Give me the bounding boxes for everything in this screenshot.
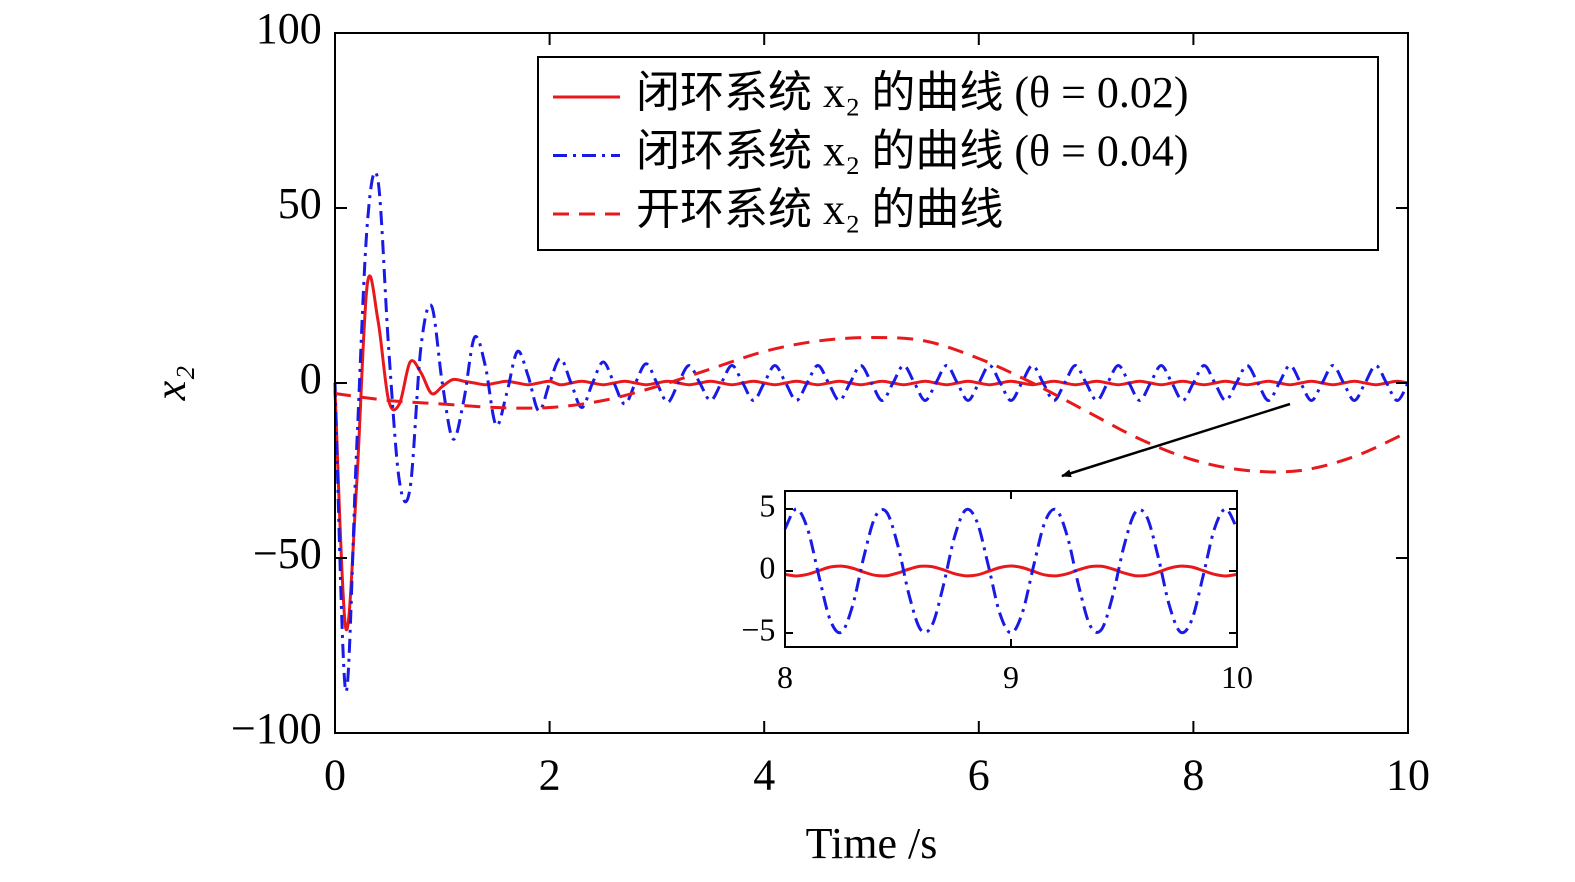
y-tick-label: −50 xyxy=(253,529,322,578)
x-tick-label: 8 xyxy=(777,659,793,695)
y-tick-label: 5 xyxy=(759,487,775,523)
series-line xyxy=(333,274,1409,632)
x-tick-label: 9 xyxy=(1003,659,1019,695)
legend-label: 闭环系统 x₂ 的曲线 (θ = 0.04) xyxy=(636,127,1189,176)
y-tick-label: 50 xyxy=(278,179,322,228)
x-axis-label: Time /s xyxy=(806,819,938,868)
x-tick-label: 0 xyxy=(324,750,346,799)
x-tick-label: 10 xyxy=(1221,659,1253,695)
y-tick-label: −5 xyxy=(741,611,775,647)
series-line xyxy=(334,335,1409,474)
x-tick-label: 6 xyxy=(968,750,990,799)
legend-label: 开环系统 x₂ 的曲线 xyxy=(636,185,1003,234)
y-tick-label: 0 xyxy=(759,549,775,585)
y-tick-label: −100 xyxy=(231,704,322,753)
y-tick-label: 100 xyxy=(256,4,322,53)
x-tick-label: 8 xyxy=(1182,750,1204,799)
legend-label: 闭环系统 x₂ 的曲线 (θ = 0.02) xyxy=(636,68,1189,117)
x-tick-label: 4 xyxy=(753,750,775,799)
y-axis-label: x₂ xyxy=(146,366,195,402)
x-tick-label: 10 xyxy=(1386,750,1430,799)
annotation-arrow xyxy=(1061,402,1291,478)
legend-box xyxy=(537,56,1379,251)
series-line xyxy=(783,507,1239,635)
y-tick-label: 0 xyxy=(300,354,322,403)
x-tick-label: 2 xyxy=(539,750,561,799)
series-line xyxy=(333,170,1410,693)
